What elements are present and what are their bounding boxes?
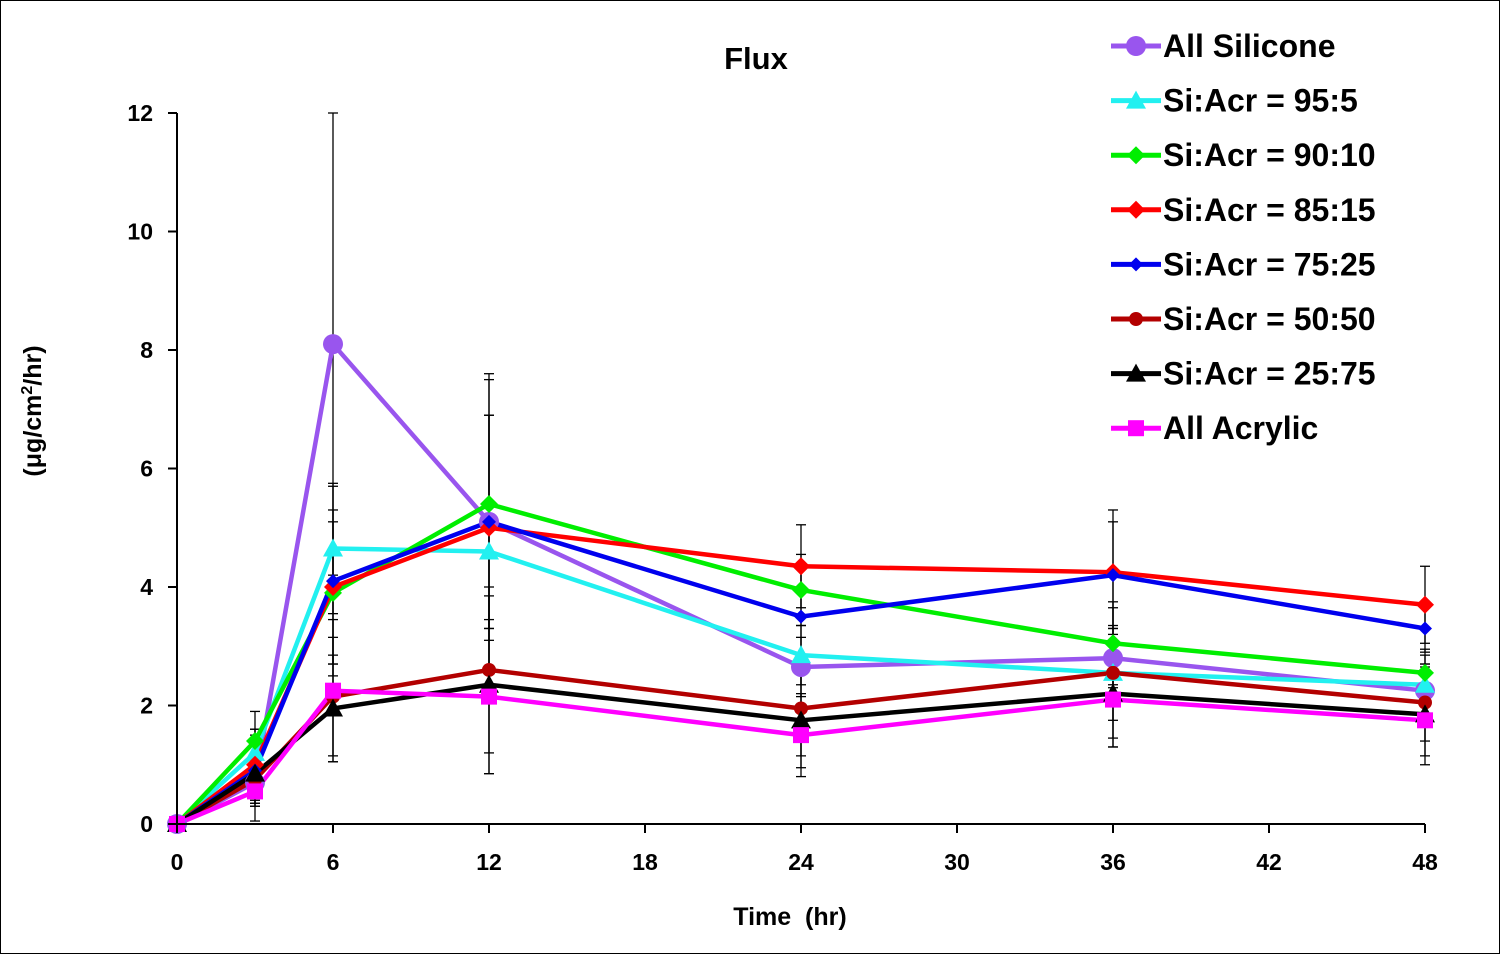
legend-swatch-marker	[1126, 363, 1146, 382]
data-point	[247, 783, 263, 800]
legend-label: Si:Acr = 85:15	[1163, 192, 1376, 228]
y-axis-label-superscript: 2	[19, 386, 36, 395]
y-tick-label: 8	[140, 337, 153, 363]
y-tick-label: 0	[140, 811, 153, 837]
data-point	[1106, 665, 1120, 680]
data-point	[794, 609, 808, 624]
legend-label: Si:Acr = 90:10	[1163, 137, 1376, 173]
data-point	[325, 682, 341, 699]
x-tick-label: 36	[1100, 849, 1126, 875]
legend-swatch-marker	[1128, 420, 1144, 437]
data-point	[482, 662, 496, 677]
data-point	[1415, 674, 1435, 693]
axes	[168, 112, 1426, 833]
y-tick-label: 12	[127, 100, 153, 126]
y-axis-label: (μg/cm2/hr)	[19, 345, 47, 476]
data-point	[323, 698, 343, 717]
x-tick-label: 42	[1256, 849, 1282, 875]
x-axis-label: Time (hr)	[733, 903, 846, 931]
legend-label: Si:Acr = 95:5	[1163, 83, 1358, 119]
y-tick-label: 10	[127, 219, 153, 245]
x-tick-label: 48	[1412, 849, 1438, 875]
data-point	[1417, 712, 1433, 729]
legend-item: All Acrylic	[1111, 410, 1318, 446]
data-point	[1416, 663, 1434, 682]
legend-swatch-marker	[1129, 257, 1143, 272]
data-point	[479, 541, 499, 560]
data-point	[792, 557, 810, 576]
data-point	[1103, 648, 1123, 669]
y-tick-label: 4	[140, 574, 153, 600]
legend: All Silicone Si:Acr = 95:5 Si:Acr = 90:10 S…	[1111, 28, 1376, 446]
y-axis-label-main: (μg/cm	[19, 395, 47, 477]
data-point	[246, 732, 264, 751]
x-tick-label: 12	[476, 849, 502, 875]
data-point	[792, 580, 810, 599]
x-tick-label: 24	[788, 849, 814, 875]
data-point	[482, 514, 496, 529]
data-point	[791, 645, 811, 664]
data-point	[323, 334, 343, 355]
data-point	[323, 538, 343, 557]
data-point	[245, 763, 265, 782]
legend-swatch-marker	[1129, 312, 1143, 326]
data-point	[326, 574, 340, 589]
y-tick-label: 2	[140, 693, 153, 719]
legend-item: Si:Acr = 75:25	[1111, 246, 1376, 282]
chart-title: Flux	[724, 41, 788, 76]
y-tick-label: 6	[140, 456, 153, 482]
legend-item: Si:Acr = 90:10	[1111, 137, 1376, 173]
x-tick-label: 30	[944, 849, 970, 875]
legend-item: Si:Acr = 50:50	[1111, 301, 1376, 337]
data-point	[793, 727, 809, 744]
data-point	[1418, 621, 1432, 636]
x-tick-label: 0	[171, 849, 184, 875]
legend-item: Si:Acr = 95:5	[1111, 83, 1358, 119]
data-point	[479, 674, 499, 693]
data-point	[245, 742, 265, 761]
data-point	[481, 688, 497, 705]
data-point	[1106, 568, 1120, 583]
data-point	[1416, 595, 1434, 614]
legend-label: Si:Acr = 75:25	[1163, 246, 1376, 282]
x-tick-label: 6	[327, 849, 340, 875]
legend-item: All Silicone	[1111, 28, 1335, 64]
legend-label: Si:Acr = 50:50	[1163, 301, 1376, 337]
legend-item: Si:Acr = 25:75	[1111, 356, 1376, 392]
legend-swatch-marker	[1126, 90, 1146, 109]
legend-swatch-marker	[1127, 200, 1145, 219]
y-axis-label-tail: /hr)	[19, 345, 47, 385]
legend-label: Si:Acr = 25:75	[1163, 356, 1376, 392]
x-tick-label: 18	[632, 849, 658, 875]
data-point	[1418, 695, 1432, 710]
legend-label: All Silicone	[1163, 28, 1335, 64]
data-point	[480, 495, 498, 514]
data-point	[1105, 691, 1121, 708]
legend-swatch-marker	[1127, 146, 1145, 165]
legend-item: Si:Acr = 85:15	[1111, 192, 1376, 228]
data-point	[1104, 634, 1122, 653]
data-point	[791, 710, 811, 729]
legend-swatch-marker	[1126, 36, 1146, 56]
data-point	[794, 701, 808, 716]
legend-label: All Acrylic	[1163, 410, 1318, 446]
